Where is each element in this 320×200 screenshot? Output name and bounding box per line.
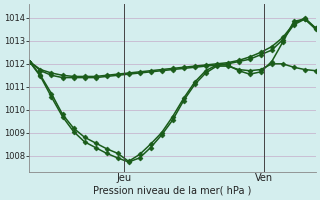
X-axis label: Pression niveau de la mer( hPa ): Pression niveau de la mer( hPa ) — [93, 186, 252, 196]
